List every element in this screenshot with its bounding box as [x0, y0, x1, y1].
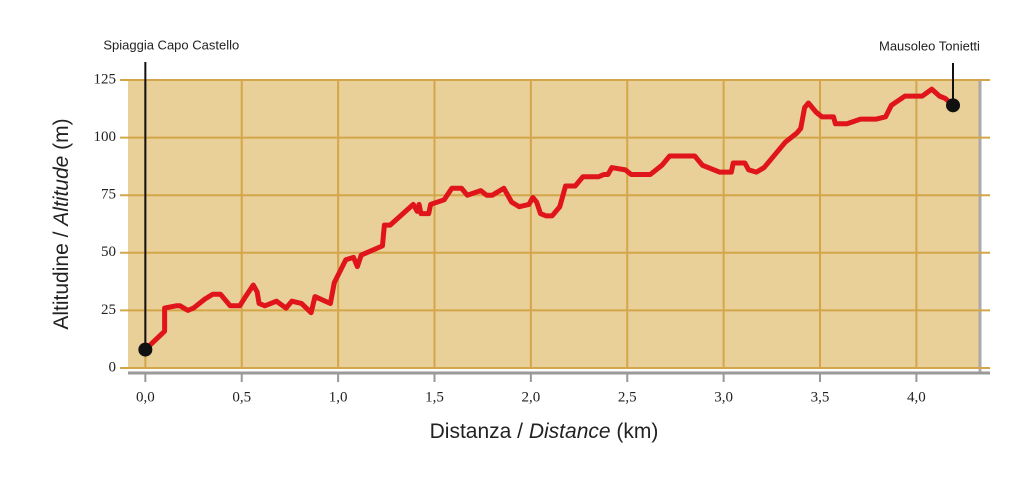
y-tick-label: 75	[101, 187, 116, 203]
x-tick-label: 3,0	[714, 389, 733, 405]
x-axis-label-part: Distance	[529, 420, 611, 443]
plot-area	[128, 80, 980, 368]
x-tick-label: 1,5	[425, 389, 444, 405]
x-axis-label: Distanza / Distance (km)	[430, 420, 659, 443]
x-axis-label-part: Distanza /	[430, 420, 529, 443]
x-tick-label: 0,0	[136, 389, 155, 405]
y-tick-label: 25	[101, 302, 116, 318]
y-tick-label: 50	[101, 244, 116, 260]
x-axis-label-part: (km)	[611, 420, 659, 443]
annotation: Mausoleo Tonietti	[879, 38, 980, 53]
x-tick-label: 3,5	[811, 389, 830, 405]
y-axis-label-part: Altitudine /	[50, 226, 73, 330]
pin-dot	[138, 342, 153, 357]
y-tick-label: 125	[94, 71, 117, 87]
y-axis-label-part: Altitude	[50, 156, 73, 228]
x-tick-label: 2,0	[521, 389, 540, 405]
y-tick-label: 100	[94, 129, 117, 145]
pin-dot	[946, 98, 961, 113]
x-tick-label: 4,0	[907, 389, 926, 405]
y-axis-label-part: (m)	[50, 118, 73, 155]
y-tick-label: 0	[109, 359, 117, 375]
elevation-line	[143, 86, 955, 352]
x-tick-label: 0,5	[232, 389, 251, 405]
x-tick-label: 1,0	[329, 389, 348, 405]
y-axis-label: Altitudine / Altitude (m)	[50, 118, 73, 329]
x-tick-label: 2,5	[618, 389, 637, 405]
annotation: Spiaggia Capo Castello	[103, 37, 239, 52]
